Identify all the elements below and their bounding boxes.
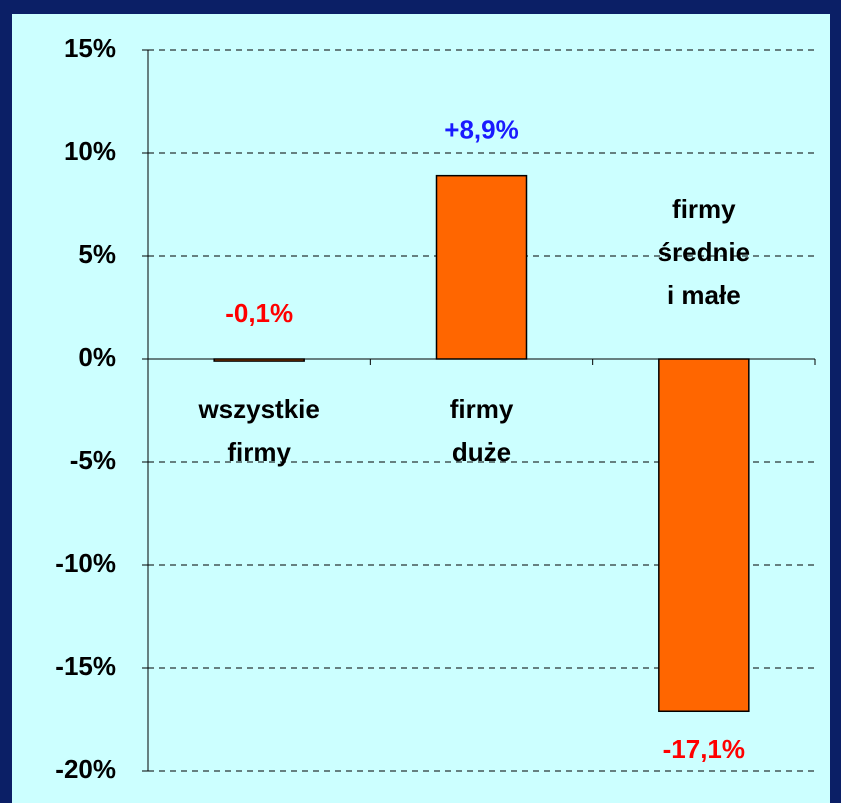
y-tick-label: 0%	[78, 342, 116, 372]
y-tick-label: 5%	[78, 239, 116, 269]
x-tick-label: firmy	[450, 394, 514, 424]
y-tick-label: -10%	[55, 548, 116, 578]
value-label: +8,9%	[444, 115, 518, 145]
bar	[658, 358, 750, 713]
x-tick-label: wszystkie	[197, 394, 319, 424]
bar	[213, 358, 305, 362]
value-label: -17,1%	[663, 734, 745, 764]
bar	[435, 174, 528, 360]
x-tick-label: firmy	[227, 437, 291, 467]
x-tick-label: firmy	[672, 194, 736, 224]
x-tick-label: duże	[452, 437, 511, 467]
x-tick-label: i małe	[667, 280, 741, 310]
y-tick-label: -5%	[70, 445, 116, 475]
y-tick-label: 15%	[64, 33, 116, 63]
x-tick-label: średnie	[658, 237, 751, 267]
y-tick-label: 10%	[64, 136, 116, 166]
y-tick-label: -15%	[55, 651, 116, 681]
value-label: -0,1%	[225, 298, 293, 328]
y-tick-label: -20%	[55, 754, 116, 784]
